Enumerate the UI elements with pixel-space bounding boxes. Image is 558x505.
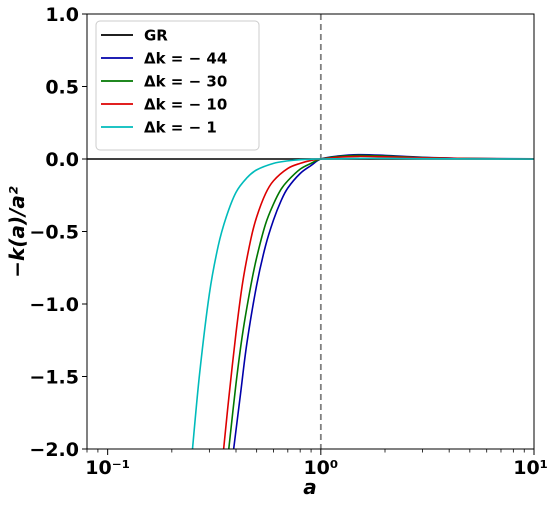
x-tick-label: 10¹: [513, 457, 548, 479]
series-line-3: [222, 155, 534, 449]
legend-label: Δk = − 10: [144, 96, 227, 114]
y-tick-label: 0.0: [45, 149, 79, 171]
legend-label: Δk = − 44: [144, 50, 227, 68]
y-tick-label: −2.0: [29, 439, 79, 461]
legend: GR Δk = − 44 Δk = − 30 Δk = − 10 Δk = − 1: [95, 20, 260, 151]
y-tick-label: 0.5: [45, 77, 79, 99]
y-tick-label: −0.5: [29, 222, 79, 244]
y-tick-label: −1.0: [29, 294, 79, 316]
legend-box: [95, 20, 260, 151]
legend-label: GR: [144, 27, 168, 45]
x-axis-label: a: [303, 475, 317, 499]
series-line-4: [191, 157, 534, 449]
x-tick-label: 10⁻¹: [85, 457, 130, 479]
y-axis-label: −k(a)/a²: [5, 186, 29, 278]
x-tick-label: 10⁰: [303, 457, 338, 479]
legend-label: Δk = − 30: [144, 73, 227, 91]
y-tick-label: −1.5: [29, 367, 79, 389]
y-tick-label: 1.0: [45, 4, 79, 26]
legend-label: Δk = − 1: [144, 119, 217, 137]
